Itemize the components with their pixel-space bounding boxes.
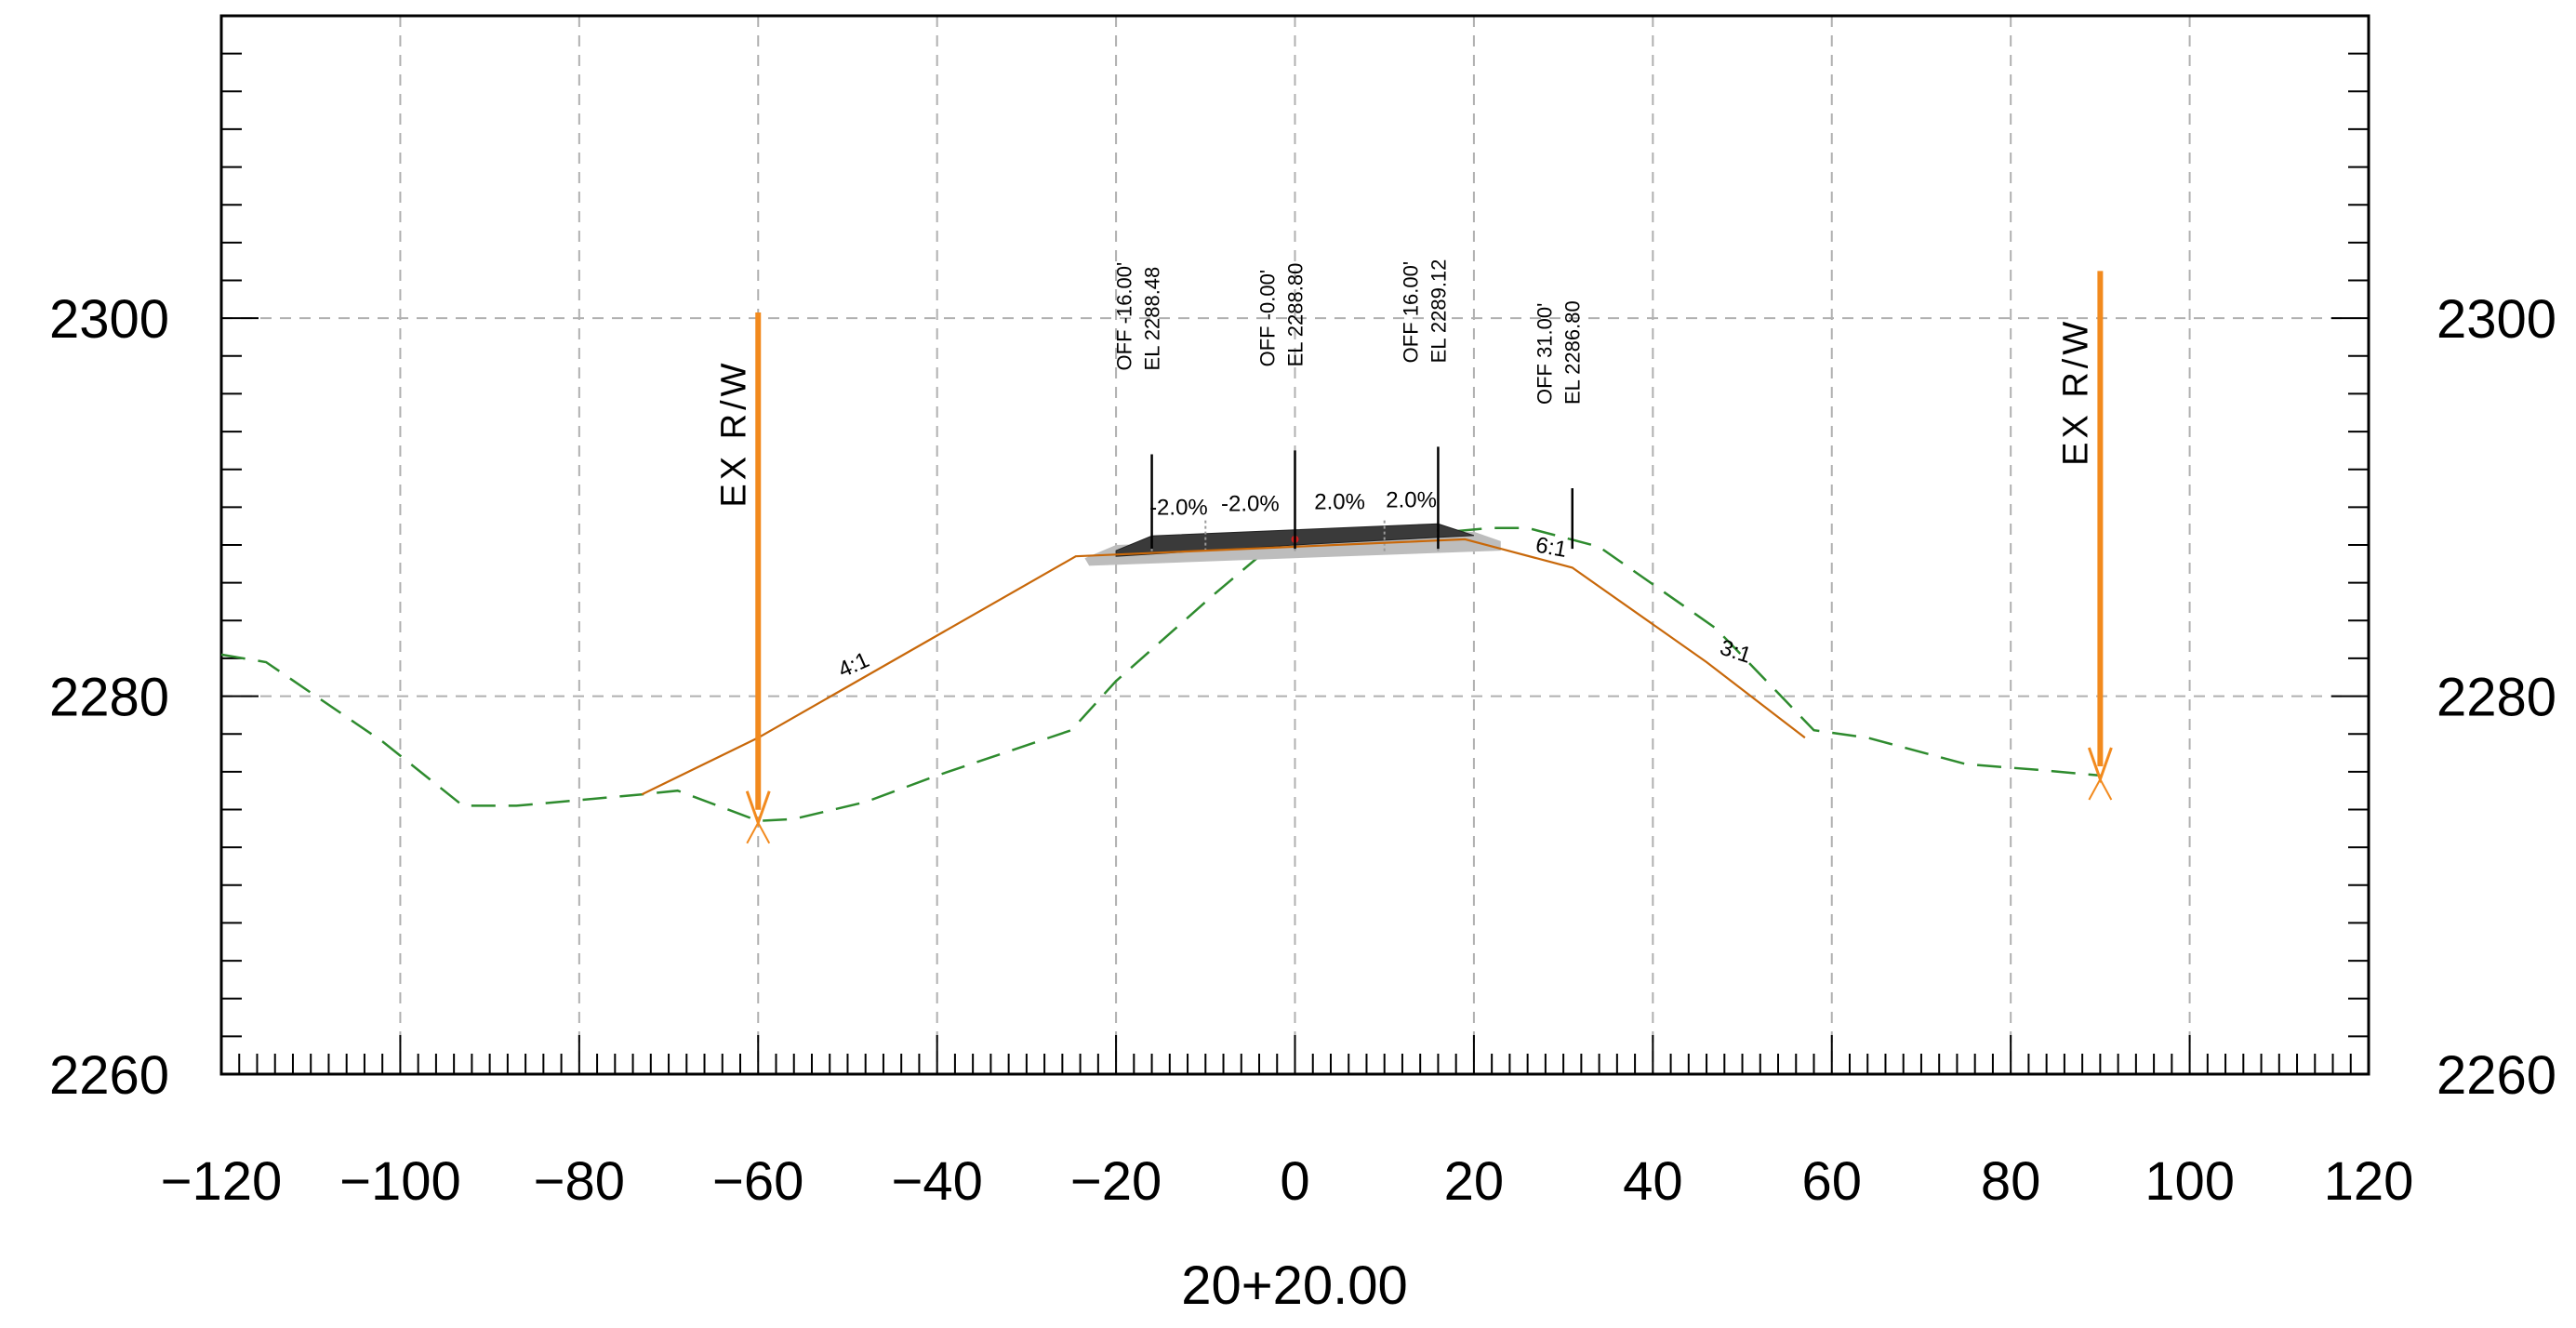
elevation-label: EL 2289.12 bbox=[1427, 259, 1450, 364]
offset-label: OFF 16.00' bbox=[1399, 261, 1422, 363]
tick-labels: −120 −100 −80 −60 −40 −20 0 20 40 60 80 100 120 2260 2… bbox=[49, 289, 2556, 1212]
y-tick-label-left: 2300 bbox=[49, 289, 169, 350]
x-tick-label: 80 bbox=[1981, 1151, 2041, 1212]
y-tick-label-left: 2280 bbox=[49, 668, 169, 728]
design-daylight-line bbox=[641, 538, 1806, 796]
tick-marks bbox=[221, 52, 2369, 1074]
y-tick-label-right: 2300 bbox=[2437, 289, 2556, 350]
row-marker-label: EX R/W bbox=[2056, 318, 2095, 466]
y-tick-label-left: 2260 bbox=[49, 1045, 169, 1106]
slope-label: 2.0% bbox=[1314, 489, 1365, 514]
y-tick-label-right: 2260 bbox=[2437, 1045, 2556, 1106]
pavement-base bbox=[1084, 531, 1501, 566]
x-tick-label: 40 bbox=[1623, 1151, 1683, 1212]
slope-label: -2.0% bbox=[1221, 491, 1280, 516]
right-of-way-layer: EX R/W EX R/W bbox=[714, 271, 2113, 844]
x-tick-label: 100 bbox=[2144, 1151, 2235, 1212]
slope-label: 6:1 bbox=[1534, 533, 1569, 563]
existing-ground-layer bbox=[220, 526, 2101, 822]
x-tick-label: −80 bbox=[534, 1151, 625, 1212]
x-tick-label: −120 bbox=[161, 1151, 283, 1212]
elevation-label: EL 2286.80 bbox=[1561, 300, 1585, 405]
offset-label: OFF -16.00' bbox=[1113, 262, 1136, 371]
x-axis-title: 20+20.00 bbox=[1181, 1255, 1408, 1316]
y-tick-label-right: 2280 bbox=[2437, 668, 2556, 728]
annotation-layer: OFF -16.00' EL 2288.48 OFF -0.00' EL 2288.8… bbox=[834, 259, 1754, 684]
x-tick-label: −20 bbox=[1070, 1151, 1162, 1212]
slope-label: 3:1 bbox=[1717, 635, 1754, 669]
x-tick-label: 20 bbox=[1444, 1151, 1505, 1212]
slope-label: 4:1 bbox=[834, 647, 872, 683]
offset-label: OFF 31.00' bbox=[1534, 303, 1557, 405]
x-tick-label: 120 bbox=[2324, 1151, 2414, 1212]
slope-label: -2.0% bbox=[1149, 495, 1208, 520]
existing-ground-line bbox=[220, 526, 2101, 822]
x-tick-label: −60 bbox=[712, 1151, 803, 1212]
offset-label: OFF -0.00' bbox=[1256, 270, 1280, 366]
row-marker-label: EX R/W bbox=[714, 359, 753, 507]
row-marker-tail bbox=[2088, 777, 2113, 801]
slope-label: 2.0% bbox=[1386, 487, 1437, 512]
elevation-label: EL 2288.48 bbox=[1141, 267, 1164, 371]
design-layer bbox=[641, 520, 1806, 796]
x-tick-label: −40 bbox=[891, 1151, 982, 1212]
x-tick-label: −100 bbox=[339, 1151, 461, 1212]
row-marker-tail bbox=[746, 820, 771, 844]
elevation-label: EL 2288.80 bbox=[1284, 263, 1308, 367]
x-tick-label: 0 bbox=[1280, 1151, 1309, 1212]
x-tick-label: 60 bbox=[1801, 1151, 1862, 1212]
